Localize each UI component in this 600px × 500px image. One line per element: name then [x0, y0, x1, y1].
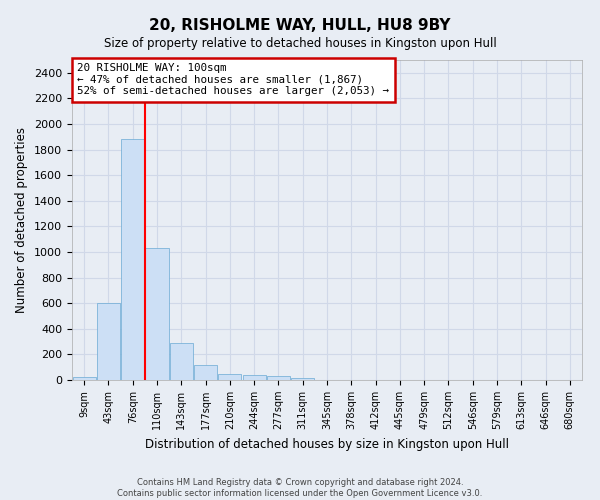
Bar	[121, 140, 144, 380]
Bar	[194, 364, 217, 380]
Bar	[145, 248, 169, 380]
Y-axis label: Number of detached properties: Number of detached properties	[16, 127, 28, 313]
X-axis label: Distribution of detached houses by size in Kingston upon Hull: Distribution of detached houses by size …	[145, 438, 509, 450]
Text: Contains HM Land Registry data © Crown copyright and database right 2024.
Contai: Contains HM Land Registry data © Crown c…	[118, 478, 482, 498]
Bar	[267, 376, 290, 380]
Bar	[73, 378, 95, 380]
Bar	[97, 303, 120, 380]
Bar	[242, 375, 266, 380]
Text: 20, RISHOLME WAY, HULL, HU8 9BY: 20, RISHOLME WAY, HULL, HU8 9BY	[149, 18, 451, 32]
Bar	[291, 378, 314, 380]
Text: 20 RISHOLME WAY: 100sqm
← 47% of detached houses are smaller (1,867)
52% of semi: 20 RISHOLME WAY: 100sqm ← 47% of detache…	[77, 63, 389, 96]
Text: Size of property relative to detached houses in Kingston upon Hull: Size of property relative to detached ho…	[104, 38, 496, 51]
Bar	[218, 374, 241, 380]
Bar	[170, 343, 193, 380]
